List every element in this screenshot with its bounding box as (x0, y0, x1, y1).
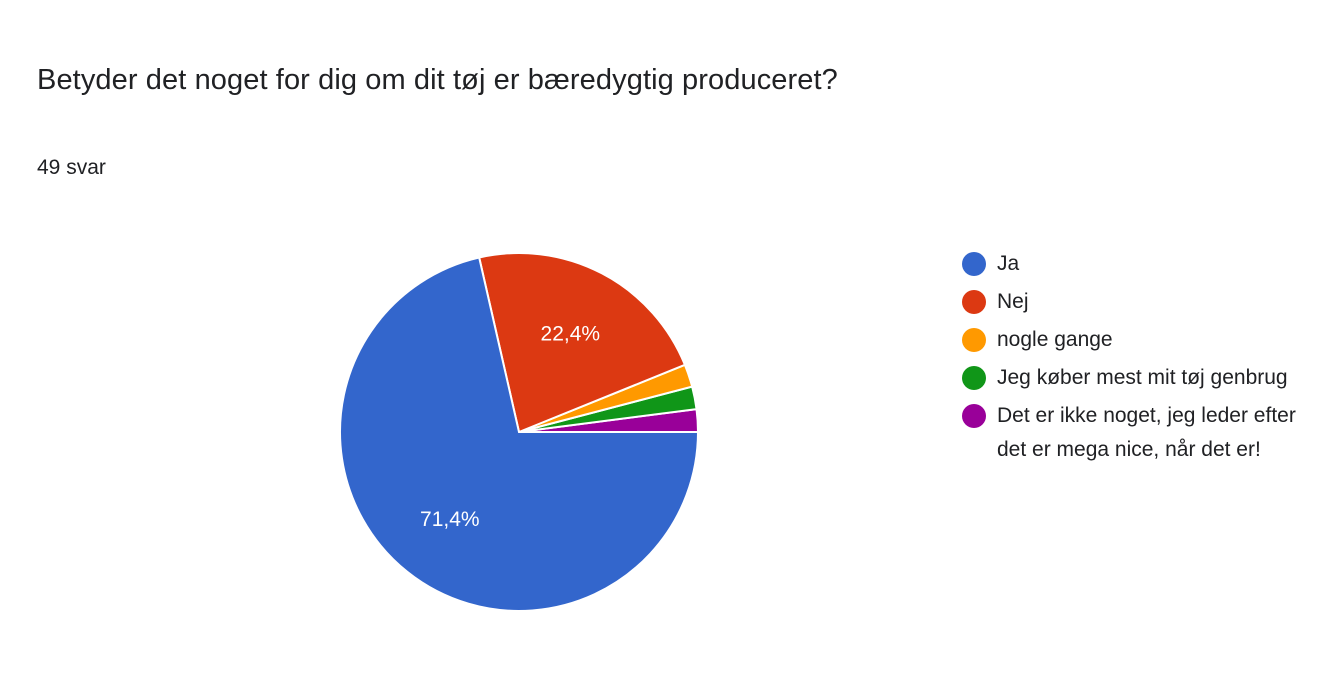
response-count: 49 svar (37, 156, 106, 179)
legend-item-nogle-gange[interactable]: nogle gange (962, 322, 1320, 360)
legend-label-line2: det er mega nice, når det er! (997, 438, 1261, 461)
pie-slice-ja[interactable] (339, 256, 700, 612)
legend-item-ja[interactable]: Ja (962, 246, 1320, 284)
legend-item-nej[interactable]: Nej (962, 284, 1320, 322)
chart-legend: Ja Nej nogle gange Jeg køber mest mit tø… (962, 246, 1320, 468)
slice-label-ja: 71,4% (420, 508, 480, 531)
legend-swatch-ja (962, 252, 986, 276)
legend-label: nogle gange (997, 328, 1113, 351)
legend-swatch-nej (962, 290, 986, 314)
legend-label: Ja (997, 252, 1020, 275)
legend-label: Jeg køber mest mit tøj genbrug (997, 366, 1288, 389)
legend-label: Det er ikke noget, jeg leder efter (997, 404, 1296, 427)
legend-label: Nej (997, 290, 1029, 313)
pie-chart: 71,4% 22,4% (339, 252, 700, 612)
legend-item-ikke-noget[interactable]: Det er ikke noget, jeg leder efter det e… (962, 398, 1320, 468)
legend-item-genbrug[interactable]: Jeg køber mest mit tøj genbrug (962, 360, 1320, 398)
slice-label-nej: 22,4% (541, 323, 601, 346)
legend-swatch-ikke-noget (962, 404, 986, 428)
legend-swatch-genbrug (962, 366, 986, 390)
pie-slice-nej[interactable] (477, 252, 687, 434)
legend-swatch-nogle-gange (962, 328, 986, 352)
chart-title: Betyder det noget for dig om dit tøj er … (37, 64, 838, 96)
